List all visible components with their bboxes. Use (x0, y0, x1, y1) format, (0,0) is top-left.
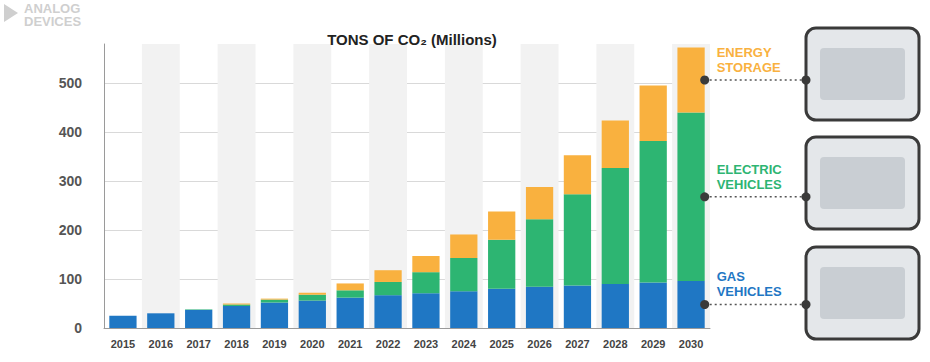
svg-text:2015: 2015 (111, 338, 135, 350)
svg-text:2022: 2022 (376, 338, 400, 350)
svg-text:2028: 2028 (603, 338, 627, 350)
svg-text:300: 300 (59, 173, 83, 189)
svg-text:ELECTRIC: ELECTRIC (717, 162, 783, 177)
svg-text:GAS: GAS (717, 269, 746, 284)
svg-text:200: 200 (59, 222, 83, 238)
svg-text:2021: 2021 (338, 338, 362, 350)
svg-text:VEHICLES: VEHICLES (717, 284, 782, 299)
svg-text:2027: 2027 (565, 338, 589, 350)
svg-text:VEHICLES: VEHICLES (717, 177, 782, 192)
svg-text:ENERGY: ENERGY (717, 45, 772, 60)
svg-text:2029: 2029 (641, 338, 665, 350)
svg-text:2016: 2016 (149, 338, 173, 350)
svg-text:400: 400 (59, 124, 83, 140)
svg-text:2026: 2026 (527, 338, 551, 350)
svg-text:2017: 2017 (186, 338, 210, 350)
svg-text:0: 0 (74, 320, 82, 336)
svg-text:DEVICES: DEVICES (24, 14, 81, 29)
svg-text:500: 500 (59, 75, 83, 91)
svg-text:TONS OF CO₂ (Millions): TONS OF CO₂ (Millions) (327, 31, 497, 48)
svg-text:STORAGE: STORAGE (717, 60, 781, 75)
svg-text:2030: 2030 (679, 338, 703, 350)
svg-text:100: 100 (59, 271, 83, 287)
svg-text:ANALOG: ANALOG (24, 1, 81, 16)
svg-text:2020: 2020 (300, 338, 324, 350)
svg-text:2019: 2019 (262, 338, 286, 350)
svg-text:2023: 2023 (414, 338, 438, 350)
svg-text:2024: 2024 (452, 338, 477, 350)
svg-text:2018: 2018 (224, 338, 248, 350)
svg-text:2025: 2025 (489, 338, 513, 350)
